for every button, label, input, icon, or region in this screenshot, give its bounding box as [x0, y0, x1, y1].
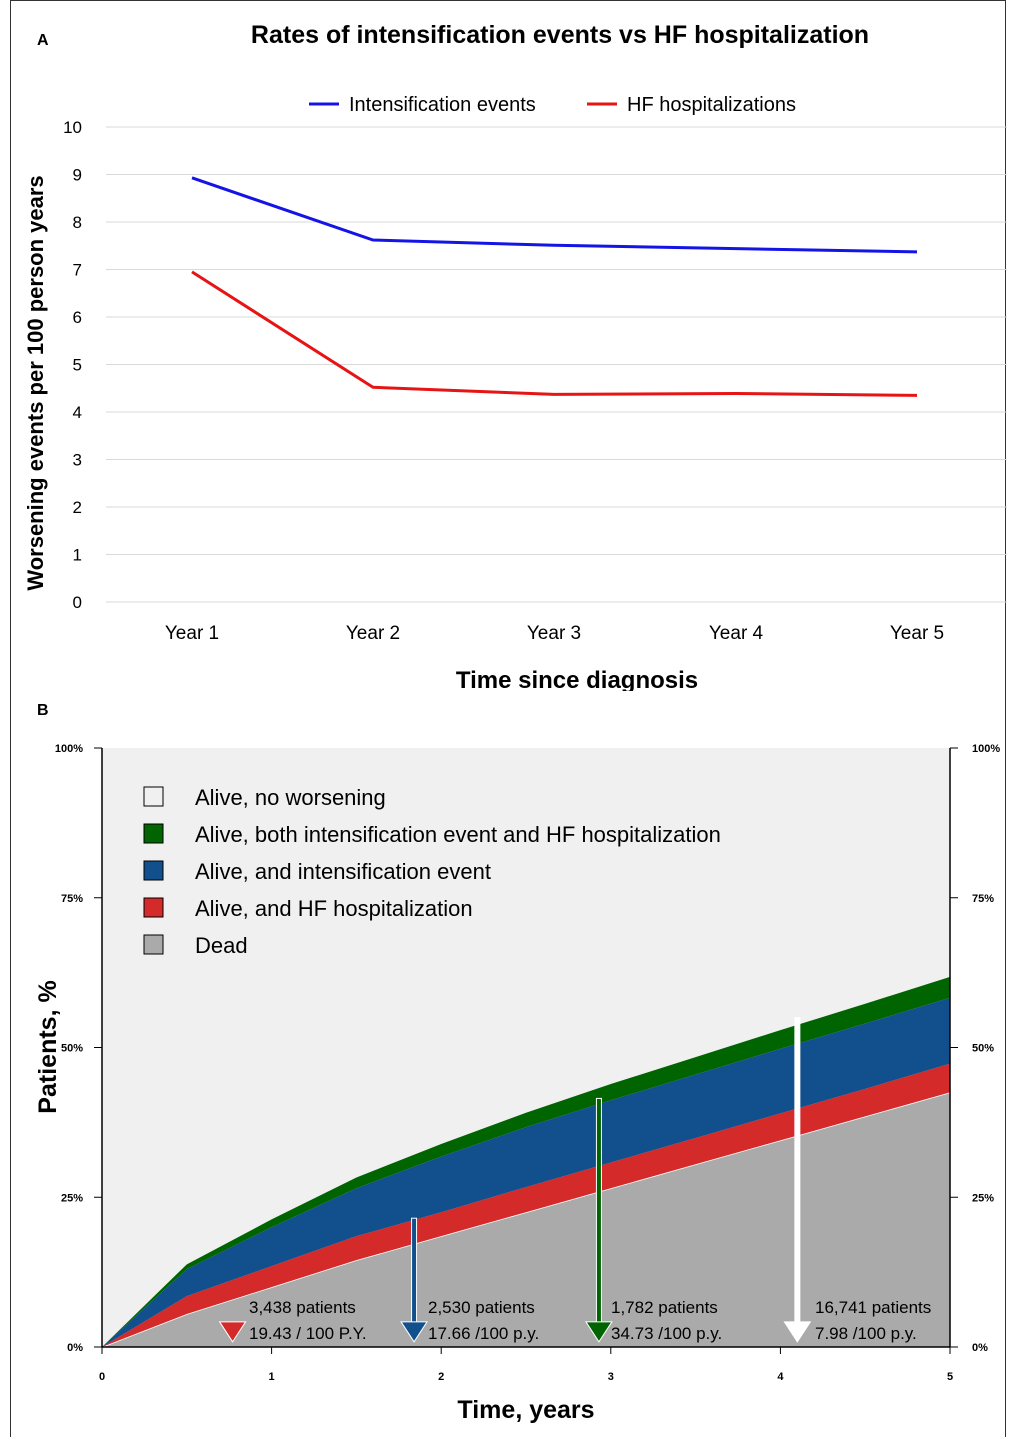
x-tick-label: Year 1	[165, 623, 219, 644]
y-tick-label: 6	[73, 308, 82, 327]
panel-letter-b: B	[37, 702, 49, 719]
y-tick-label: 9	[73, 166, 82, 185]
annotation-arrow-head	[783, 1321, 812, 1343]
annotation-arrow-head	[585, 1321, 613, 1343]
annotation-rate: 17.66 /100 p.y.	[428, 1324, 539, 1343]
annotation-rate: 7.98 /100 p.y.	[815, 1324, 917, 1343]
annotation-rate: 19.43 / 100 P.Y.	[249, 1324, 367, 1343]
x-tick-label-b: 4	[777, 1371, 784, 1383]
legend-label-a: Intensification events	[349, 94, 536, 116]
y-tick-label: 7	[73, 261, 82, 280]
y-tick-label-right: 75%	[972, 893, 994, 905]
chart-b: B 0% 0% 25% 25% 50% 50% 75% 75% 100% 100% 0 1 2 3 4 5 Tim…	[34, 702, 1000, 1424]
annotation-patients: 1,782 patients	[611, 1298, 718, 1317]
annotation-rate: 34.73 /100 p.y.	[611, 1324, 722, 1343]
legend-swatch-b	[143, 786, 164, 807]
annotation-patients: 16,741 patients	[815, 1298, 931, 1317]
y-tick-label: 5	[73, 356, 82, 375]
area-both	[102, 976, 950, 1347]
y-tick-label: 1	[73, 546, 82, 565]
series-line-intensification	[191, 176, 918, 254]
annotation-arrow-head	[400, 1321, 428, 1343]
y-tick-label: 8	[73, 213, 82, 232]
y-tick-label: 3	[73, 451, 82, 470]
x-tick-label-b: 1	[269, 1371, 275, 1383]
y-tick-label-left: 50%	[61, 1043, 83, 1055]
x-tick-label-b: 2	[438, 1371, 444, 1383]
y-tick-label-left: 0%	[67, 1342, 83, 1354]
y-tick-label-left: 25%	[61, 1192, 83, 1204]
area-hf-hospitalization	[102, 1063, 950, 1347]
panel-letter-a: A	[37, 32, 49, 49]
legend-label-a: HF hospitalizations	[627, 94, 796, 116]
x-tick-label: Year 2	[346, 623, 400, 644]
x-tick-label: Year 3	[527, 623, 581, 644]
area-dead	[102, 1092, 950, 1347]
x-axis-title-b: Time, years	[457, 1396, 594, 1424]
annotation-arrow-shaft	[794, 1017, 801, 1325]
y-axis-title-b: Patients, %	[34, 980, 62, 1113]
area-intensification	[102, 997, 950, 1347]
legend-label-b: Alive, no worsening	[195, 785, 386, 810]
y-tick-label-right: 100%	[972, 743, 1000, 755]
legend-swatch-b	[143, 860, 164, 881]
figure: A Rates of intensification events vs HF h…	[10, 0, 1007, 1437]
annotation-arrow-shaft	[411, 1217, 418, 1325]
x-tick-label-b: 0	[99, 1371, 105, 1383]
series-line-hf-hospitalizations	[191, 270, 918, 397]
x-tick-label-b: 3	[608, 1371, 614, 1383]
y-tick-label-right: 50%	[972, 1043, 994, 1055]
legend-swatch-b	[143, 823, 164, 844]
y-tick-label-right: 25%	[972, 1192, 994, 1204]
y-tick-label-left: 75%	[61, 893, 83, 905]
annotation-arrow-head	[218, 1321, 247, 1343]
legend-label-b: Dead	[195, 933, 248, 958]
legend-label-b: Alive, and intensification event	[195, 859, 491, 884]
y-tick-label: 0	[73, 593, 82, 612]
x-tick-label: Year 5	[890, 623, 944, 644]
x-tick-label-b: 5	[947, 1371, 953, 1383]
y-tick-label: 4	[73, 403, 82, 422]
y-tick-label: 10	[63, 118, 82, 137]
chart-title-a: Rates of intensification events vs HF ho…	[251, 21, 869, 49]
legend-swatch-b	[143, 897, 164, 918]
legend-swatch-b	[143, 934, 164, 955]
chart-a: A Rates of intensification events vs HF h…	[23, 21, 1007, 691]
legend-label-b: Alive, both intensification event and HF…	[195, 822, 721, 847]
legend-label-b: Alive, and HF hospitalization	[195, 896, 473, 921]
annotation-arrow-shaft	[595, 1097, 602, 1325]
annotation-patients: 2,530 patients	[428, 1298, 535, 1317]
y-tick-label-left: 100%	[55, 743, 83, 755]
y-tick-label-right: 0%	[972, 1342, 988, 1354]
y-tick-label: 2	[73, 498, 82, 517]
y-axis-title-a: Worsening events per 100 person years	[23, 175, 48, 590]
x-tick-label: Year 4	[709, 623, 764, 644]
annotation-patients: 3,438 patients	[249, 1298, 356, 1317]
x-axis-title-a: Time since diagnosis	[456, 667, 698, 691]
